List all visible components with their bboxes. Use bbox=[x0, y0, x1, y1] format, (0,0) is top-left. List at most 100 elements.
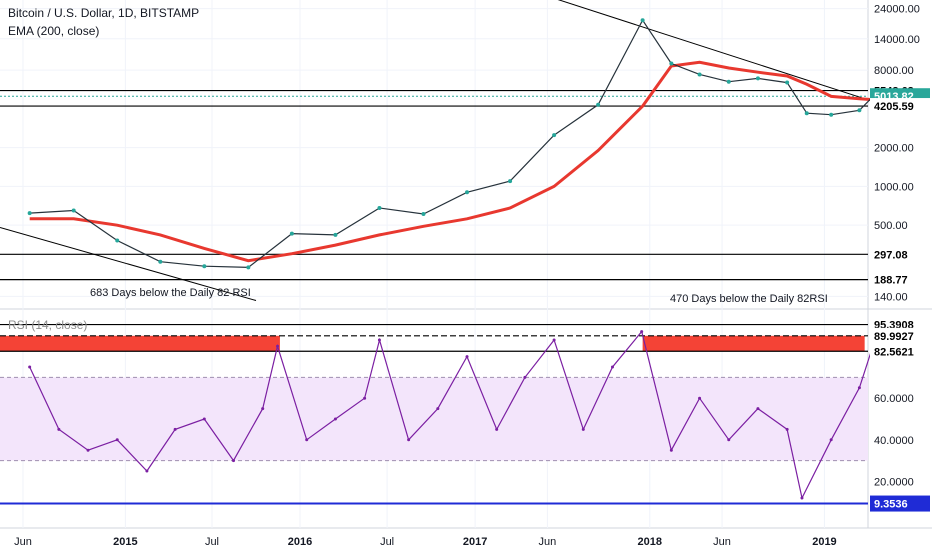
rsi-point bbox=[305, 438, 309, 442]
rsi-point bbox=[202, 417, 206, 421]
y-tick-label: 14000.00 bbox=[874, 34, 920, 46]
price-point bbox=[377, 205, 382, 210]
rsi-band bbox=[0, 377, 868, 461]
price-point bbox=[726, 79, 731, 84]
chart-title: Bitcoin / U.S. Dollar, 1D, BITSTAMP bbox=[8, 6, 200, 20]
price-point bbox=[158, 259, 163, 264]
rsi-point bbox=[115, 438, 119, 442]
rsi-point bbox=[261, 407, 265, 411]
price-point bbox=[465, 190, 470, 195]
rsi-point bbox=[28, 365, 32, 369]
y-tick-label: 24000.00 bbox=[874, 4, 920, 16]
rsi-point bbox=[640, 330, 644, 334]
indicator-label: EMA (200, close) bbox=[8, 24, 100, 38]
rsi-point bbox=[785, 427, 789, 431]
y-tick-label: 8000.00 bbox=[874, 65, 914, 77]
grid bbox=[0, 0, 932, 529]
price-level-badge bbox=[870, 271, 930, 288]
rsi-point bbox=[581, 427, 585, 431]
price-point bbox=[785, 80, 790, 85]
trendline-2018 bbox=[557, 0, 869, 101]
rsi-y-tick-label: 40.0000 bbox=[874, 435, 914, 447]
rsi-point bbox=[727, 438, 731, 442]
rsi-point bbox=[857, 386, 861, 390]
rsi-level-badge bbox=[870, 343, 930, 360]
series-layer bbox=[27, 18, 877, 500]
price-point bbox=[669, 61, 674, 66]
x-tick-label: 2015 bbox=[113, 536, 137, 548]
price-point bbox=[552, 133, 557, 138]
rsi-level-badge bbox=[870, 327, 930, 344]
x-tick-label: Jun bbox=[713, 536, 731, 548]
rsi-point bbox=[669, 448, 673, 452]
rsi-line bbox=[29, 330, 875, 500]
rsi-point bbox=[800, 496, 804, 500]
price-point bbox=[333, 232, 338, 237]
price-point bbox=[115, 238, 120, 243]
price-point bbox=[508, 179, 513, 184]
trendline-2014-2015 bbox=[0, 226, 257, 302]
price-point bbox=[289, 231, 294, 236]
price-point bbox=[857, 108, 862, 113]
x-tick-label: Jun bbox=[14, 536, 32, 548]
price-point bbox=[596, 102, 601, 107]
rsi-point bbox=[523, 375, 527, 379]
annotation-right: 470 Days below the Daily 82RSI bbox=[670, 293, 828, 305]
x-tick-label: Jul bbox=[205, 536, 219, 548]
rsi-point bbox=[57, 427, 61, 431]
rsi-level-value: 9.3536 bbox=[874, 499, 908, 511]
y-tick-label: 500.00 bbox=[874, 220, 908, 232]
rsi-point bbox=[610, 365, 614, 369]
rsi-point bbox=[173, 427, 177, 431]
rsi-point bbox=[698, 396, 702, 400]
red-box-left bbox=[0, 335, 280, 352]
price-point bbox=[804, 111, 809, 116]
price-level-value: 188.77 bbox=[874, 275, 908, 287]
price-level-lines bbox=[0, 89, 868, 505]
price-point bbox=[27, 211, 32, 216]
rsi-point bbox=[377, 338, 381, 342]
price-level-badge bbox=[870, 246, 930, 263]
price-point bbox=[755, 76, 760, 81]
price-point bbox=[829, 112, 834, 117]
rsi-point bbox=[276, 344, 280, 348]
price-point bbox=[697, 72, 702, 77]
rsi-y-tick-label: 60.0000 bbox=[874, 393, 914, 405]
rsi-point bbox=[436, 407, 440, 411]
trendlines bbox=[0, 0, 869, 302]
axes: Jun 2015 Jul 2016 Jul 2017 Jun 2018 Jun 2019 24000… bbox=[14, 4, 930, 548]
price-level-badge bbox=[870, 98, 930, 115]
x-tick-label: 2019 bbox=[812, 536, 836, 548]
y-tick-label: 1000.00 bbox=[874, 181, 914, 193]
x-tick-label: 2018 bbox=[638, 536, 662, 548]
rsi-point bbox=[465, 355, 469, 359]
rsi-band-layer bbox=[0, 335, 868, 462]
y-tick-label: 140.00 bbox=[874, 291, 908, 303]
price-level-value: 4205.59 bbox=[874, 101, 914, 113]
x-tick-label: 2016 bbox=[288, 536, 312, 548]
rsi-point bbox=[333, 417, 337, 421]
x-tick-label: Jul bbox=[380, 536, 394, 548]
y-tick-label: 2000.00 bbox=[874, 143, 914, 155]
rsi-point bbox=[552, 338, 556, 342]
price-point bbox=[640, 18, 645, 23]
price-point bbox=[421, 212, 426, 217]
ema-line bbox=[29, 60, 875, 263]
rsi-point bbox=[86, 448, 90, 452]
rsi-point bbox=[145, 469, 149, 473]
x-tick-label: Jun bbox=[539, 536, 557, 548]
rsi-level-value: 82.5621 bbox=[874, 346, 914, 358]
rsi-point bbox=[829, 438, 833, 442]
price-point bbox=[202, 264, 207, 269]
price-point bbox=[246, 265, 251, 270]
price-level-value: 297.08 bbox=[874, 249, 908, 261]
rsi-y-tick-label: 20.0000 bbox=[874, 476, 914, 488]
rsi-point bbox=[407, 438, 411, 442]
price-line bbox=[29, 19, 875, 269]
rsi-point bbox=[363, 396, 367, 400]
rsi-point bbox=[495, 427, 499, 431]
annotation-left: 683 Days below the Daily 82 RSI bbox=[90, 287, 251, 299]
rsi-level-value: 89.9927 bbox=[874, 331, 914, 343]
price-point bbox=[71, 208, 76, 213]
